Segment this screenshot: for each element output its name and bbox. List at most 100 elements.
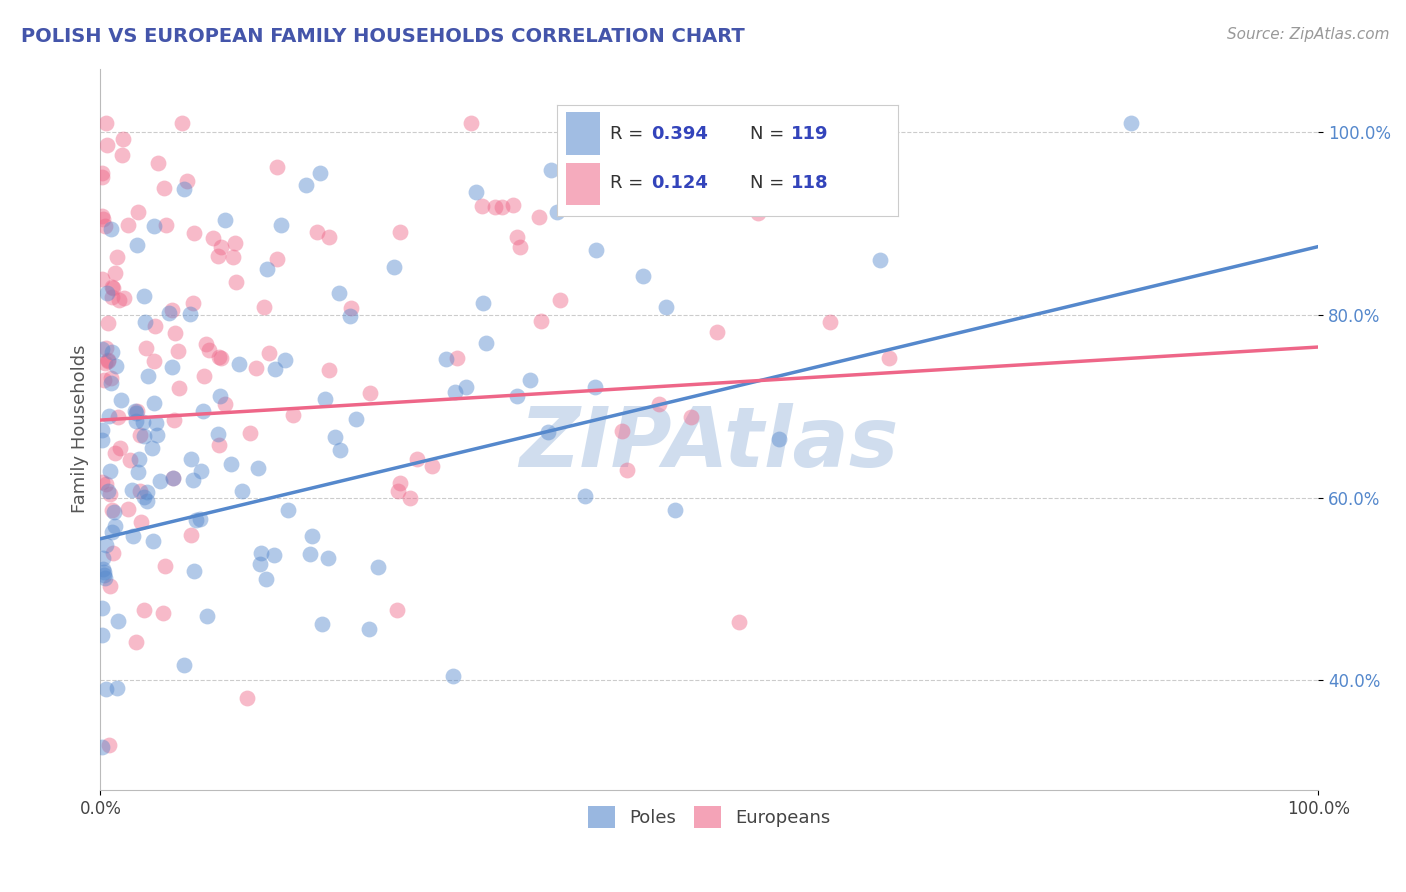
Point — [96, 138, 118, 153]
Point — [184, 513, 207, 527]
Point — [143, 318, 166, 333]
Point — [266, 252, 288, 266]
Point — [136, 494, 159, 508]
Point — [465, 185, 488, 199]
Point — [191, 404, 214, 418]
Point — [146, 155, 169, 169]
Point — [879, 351, 901, 365]
Point — [134, 490, 156, 504]
Point — [104, 359, 127, 373]
Point — [818, 315, 841, 329]
Point — [472, 296, 495, 310]
Point — [122, 529, 145, 543]
Point — [98, 487, 121, 501]
Point — [183, 226, 205, 240]
Point — [301, 529, 323, 543]
Point — [104, 266, 127, 280]
Point — [146, 428, 169, 442]
Point — [346, 412, 368, 426]
Point — [136, 485, 159, 500]
Point — [181, 473, 204, 487]
Point — [111, 147, 134, 161]
Point — [314, 392, 336, 406]
Point — [470, 198, 492, 212]
Point — [491, 200, 513, 214]
Point — [747, 206, 769, 220]
Point — [132, 415, 155, 429]
Point — [125, 407, 148, 421]
Point — [98, 738, 121, 752]
Point — [214, 213, 236, 227]
Point — [90, 600, 112, 615]
Point — [141, 442, 163, 456]
Point — [91, 551, 114, 566]
Point — [399, 491, 422, 505]
Point — [180, 527, 202, 541]
Point — [104, 519, 127, 533]
Point — [706, 325, 728, 339]
Point — [228, 357, 250, 371]
Point — [225, 275, 247, 289]
Point — [655, 300, 678, 314]
Point — [610, 424, 633, 438]
Point — [93, 567, 115, 582]
Point — [420, 458, 443, 473]
Point — [730, 116, 752, 130]
Point — [616, 463, 638, 477]
Point — [460, 116, 482, 130]
Point — [162, 470, 184, 484]
Point — [105, 681, 128, 696]
Point — [155, 218, 177, 232]
Point — [519, 373, 541, 387]
Point — [98, 409, 121, 424]
Point — [557, 116, 579, 130]
Point — [117, 502, 139, 516]
Point — [502, 198, 524, 212]
Point — [101, 345, 124, 359]
Point — [162, 471, 184, 485]
Point — [91, 212, 114, 227]
Point — [657, 116, 679, 130]
Point — [281, 408, 304, 422]
Point — [160, 359, 183, 374]
Point — [295, 178, 318, 192]
Point — [142, 354, 165, 368]
Point — [441, 668, 464, 682]
Point — [100, 222, 122, 236]
Point — [208, 351, 231, 365]
Point — [406, 451, 429, 466]
Point — [167, 344, 190, 359]
Point — [90, 433, 112, 447]
Point — [1119, 116, 1142, 130]
Point — [173, 182, 195, 196]
Point — [90, 169, 112, 184]
Point — [207, 249, 229, 263]
Point — [209, 240, 232, 254]
Point — [96, 116, 118, 130]
Point — [97, 316, 120, 330]
Point — [94, 682, 117, 697]
Point — [103, 281, 125, 295]
Point — [135, 342, 157, 356]
Point — [208, 438, 231, 452]
Point — [108, 441, 131, 455]
Point — [389, 475, 412, 490]
Point — [160, 302, 183, 317]
Point — [484, 200, 506, 214]
Point — [209, 351, 232, 366]
Point — [132, 289, 155, 303]
Point — [250, 546, 273, 560]
Point — [97, 483, 120, 498]
Text: Source: ZipAtlas.com: Source: ZipAtlas.com — [1226, 27, 1389, 42]
Point — [125, 635, 148, 649]
Point — [97, 353, 120, 368]
Point — [179, 307, 201, 321]
Point — [190, 464, 212, 478]
Point — [93, 373, 115, 387]
Point — [664, 503, 686, 517]
Point — [546, 204, 568, 219]
Point — [107, 410, 129, 425]
Point — [90, 739, 112, 754]
Point — [727, 615, 749, 629]
Point — [274, 352, 297, 367]
